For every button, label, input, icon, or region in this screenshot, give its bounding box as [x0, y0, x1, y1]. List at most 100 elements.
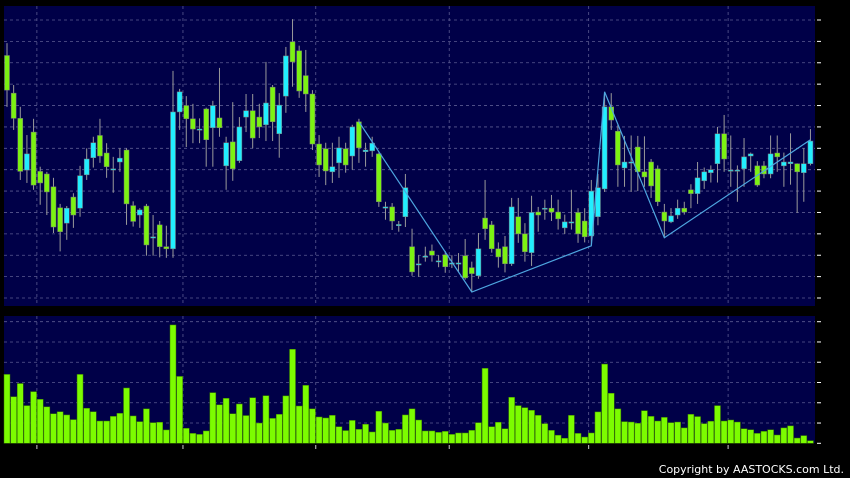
- candle: [495, 242, 502, 268]
- candle: [236, 117, 243, 163]
- candle-body-up: [402, 187, 409, 217]
- volume-bar: [282, 395, 290, 444]
- candle: [83, 148, 90, 180]
- candle-body-up: [734, 169, 741, 172]
- candle-body-down: [57, 207, 63, 232]
- volume-bar: [262, 395, 270, 444]
- candle: [389, 203, 395, 230]
- candle: [37, 166, 43, 205]
- candle: [396, 221, 402, 232]
- candle-body-down: [794, 163, 800, 173]
- volume-bar: [229, 413, 237, 444]
- volume-bar: [202, 430, 210, 444]
- candle-body-down: [44, 173, 50, 193]
- candle-body-up: [223, 142, 229, 167]
- candle-body-down: [203, 108, 209, 141]
- volume-bar: [23, 405, 31, 444]
- volume-bars: [3, 324, 814, 444]
- candle: [661, 203, 668, 238]
- volume-bar: [50, 413, 57, 444]
- candle: [296, 45, 302, 98]
- candle: [601, 91, 608, 192]
- candle: [163, 225, 170, 258]
- candle-body-down: [502, 246, 508, 265]
- price-axis: [817, 19, 821, 299]
- candle: [728, 135, 734, 187]
- volume-bar: [355, 429, 363, 444]
- candle: [688, 184, 694, 209]
- candle: [362, 142, 369, 167]
- candle: [382, 201, 389, 220]
- volume-axis: [817, 321, 821, 444]
- candle-body-up: [77, 175, 83, 209]
- candle: [24, 135, 30, 183]
- volume-bar: [740, 428, 748, 444]
- volume-bar: [70, 419, 77, 444]
- candle-body-down: [123, 149, 130, 205]
- volume-bar: [568, 415, 575, 444]
- candle: [721, 114, 727, 172]
- volume-bar: [534, 415, 542, 444]
- volume-bar: [10, 396, 17, 444]
- candle: [50, 177, 57, 233]
- candle-body-up: [117, 157, 123, 163]
- candle: [4, 43, 10, 107]
- candle-body-down: [156, 224, 163, 247]
- volume-bar: [36, 399, 44, 444]
- candle: [223, 136, 229, 190]
- candle: [528, 195, 535, 266]
- volume-bar: [315, 416, 323, 444]
- candle: [143, 203, 150, 256]
- grid-lines: [4, 6, 815, 443]
- candle-body-up: [170, 111, 176, 250]
- volume-bar: [667, 422, 675, 444]
- candle-body-up: [708, 169, 714, 173]
- volume-bar: [109, 416, 117, 444]
- candle-body-down: [515, 216, 522, 235]
- candle-body-down: [575, 212, 581, 235]
- candle: [734, 165, 741, 202]
- candle-body-down: [309, 93, 316, 145]
- candle: [170, 70, 176, 258]
- candle: [309, 90, 316, 151]
- candle-body-up: [807, 140, 814, 164]
- candle: [97, 118, 103, 163]
- volume-bar: [541, 423, 549, 444]
- candle-body-down: [183, 105, 190, 120]
- candle: [482, 179, 488, 240]
- copyright-text: Copyright by AASTOCKS.com Ltd.: [658, 463, 844, 476]
- candle-body-down: [256, 116, 263, 128]
- volume-bar: [17, 383, 24, 444]
- volume-bar: [448, 434, 456, 444]
- candle-body-up: [196, 128, 203, 131]
- volume-bar: [707, 420, 715, 444]
- candle-body-down: [581, 220, 588, 238]
- date-axis: [36, 445, 729, 449]
- candle: [243, 93, 249, 133]
- candle: [515, 197, 522, 243]
- volume-bar: [236, 403, 243, 444]
- candle: [508, 197, 515, 266]
- volume-bar: [787, 425, 794, 444]
- candle-body-down: [356, 121, 362, 149]
- candle: [542, 199, 548, 220]
- volume-bar: [129, 415, 137, 444]
- candle-body-down: [522, 233, 528, 253]
- volume-bar: [720, 420, 728, 444]
- volume-bar: [415, 419, 422, 444]
- candle-body-down: [442, 254, 448, 268]
- candle-body-up: [210, 105, 216, 129]
- volume-bar: [56, 411, 64, 444]
- volume-bar: [461, 432, 469, 444]
- volume-bar: [607, 392, 615, 444]
- volume-bar: [594, 411, 602, 444]
- volume-bar: [687, 414, 695, 444]
- volume-bar: [647, 416, 655, 444]
- candle-body-up: [562, 221, 568, 229]
- volume-bar: [508, 397, 515, 444]
- volume-bar: [780, 427, 788, 444]
- volume-bar: [402, 414, 409, 444]
- candle-body-down: [648, 161, 654, 187]
- candle: [475, 232, 482, 279]
